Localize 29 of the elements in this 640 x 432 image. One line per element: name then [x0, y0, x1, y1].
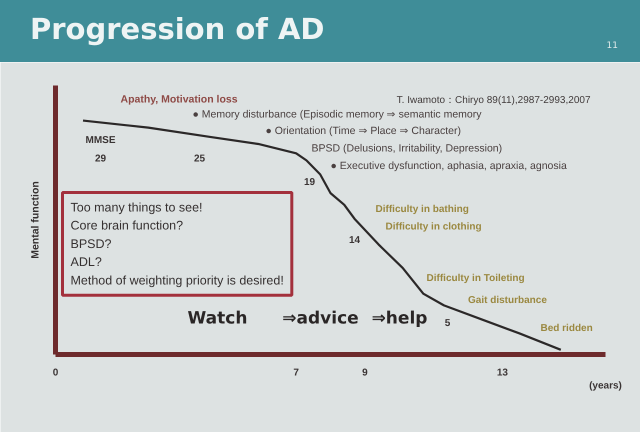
annotation: Watch: [188, 308, 248, 328]
annotation: ● Orientation (Time ⇒ Place ⇒ Character): [266, 125, 462, 137]
chart-title: Progression of AD: [30, 11, 324, 48]
annotation: Bed ridden: [540, 323, 593, 334]
text: ● Memory disturbance (Episodic memory ⇒ semantic memory: [192, 108, 482, 120]
annotation: ● Executive dysfunction, aphasia, apraxia, agnosia: [330, 160, 567, 172]
annotation: 5: [444, 318, 451, 329]
x-tick-label: 7: [293, 368, 300, 378]
y-axis-title: Mental function: [30, 181, 42, 259]
annotation: Too many things to see! Core brain function? BPSD? ADL? Method of weighting priority is desired!: [70, 200, 284, 288]
annotation: 29: [94, 154, 106, 164]
x-tick-label: 0: [52, 368, 59, 378]
text: Apathy, Motivation loss: [120, 94, 238, 106]
annotation: Difficulty in bathing: [376, 204, 469, 215]
x-tick-label: 9: [362, 368, 368, 378]
annotation: 19: [304, 177, 316, 188]
annotation: MMSE: [86, 135, 116, 146]
annotation: Gait disturbance: [468, 295, 548, 306]
annotation: Difficulty in Toileting: [426, 273, 525, 284]
x-axis-title: (years): [589, 380, 622, 392]
annotation: Difficulty in clothing: [386, 222, 482, 232]
text: 11: [606, 40, 618, 53]
annotation: 25: [194, 154, 206, 164]
annotation: ⇒help: [372, 308, 428, 328]
annotation: ⇒advice: [282, 308, 359, 328]
x-tick-label: 13: [496, 368, 508, 378]
text: T. Iwamoto：Chiryo 89(11),2987-2993,2007: [396, 95, 591, 106]
annotation: BPSD (Delusions, Irritability, Depression): [312, 142, 502, 154]
annotation: 14: [348, 235, 360, 246]
